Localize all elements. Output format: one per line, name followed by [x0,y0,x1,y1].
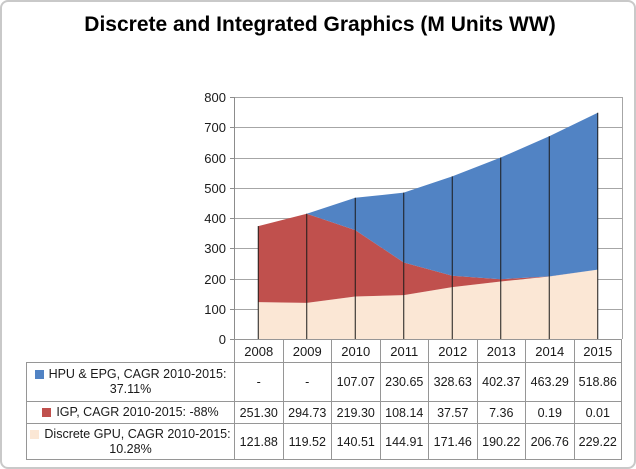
value-cell: 0.01 [573,401,622,423]
value-cell: 37.57 [428,401,477,423]
year-cell: 2008 [234,339,283,362]
value-cell: 119.52 [282,423,331,460]
y-axis-label: 800 [204,90,226,105]
value-cell: 140.51 [331,423,380,460]
value-cell: 190.22 [476,423,525,460]
value-cell: 402.37 [476,362,525,401]
y-axis-label: 200 [204,272,226,287]
value-cell: 108.14 [379,401,428,423]
value-cell: 463.29 [525,362,574,401]
year-cell: 2011 [379,339,428,362]
y-axis-label: 600 [204,151,226,166]
y-axis-label: 700 [204,120,226,135]
value-cell: 206.76 [525,423,574,460]
value-cell: 328.63 [428,362,477,401]
value-cell: - [282,362,331,401]
legend-cell: HPU & EPG, CAGR 2010-2015: 37.11% [26,362,234,401]
year-cell: 2013 [476,339,525,362]
value-cell: 251.30 [234,401,283,423]
legend-key-swatch [30,429,40,439]
legend-key-swatch [34,370,44,379]
y-axis-label: 0 [219,332,226,347]
chart-data-table: 2008 2009 2010 2011 2012 2013 2014 2015 HPU & EP… [26,339,622,460]
value-cell: 144.91 [379,423,428,460]
y-axis-label: 100 [204,302,226,317]
year-cell: 2014 [525,339,574,362]
legend-cell: IGP, CAGR 2010-2015: -88% [26,401,234,423]
value-cell: 107.07 [331,362,380,401]
y-axis-label: 400 [204,211,226,226]
value-cell: 219.30 [331,401,380,423]
year-cell: 2015 [573,339,622,362]
year-cell: 2012 [428,339,477,362]
value-cell: 518.86 [573,362,622,401]
legend-cell: Discrete GPU, CAGR 2010-2015: 10.28% [26,423,234,460]
legend-key-swatch [42,408,52,417]
table-corner-spacer [26,339,234,362]
value-cell: 121.88 [234,423,283,460]
year-cell: 2010 [331,339,380,362]
area-series [258,269,598,339]
value-cell: 0.19 [525,401,574,423]
y-axis-label: 500 [204,181,226,196]
value-cell: 171.46 [428,423,477,460]
value-cell: 229.22 [573,423,622,460]
value-cell: 294.73 [282,401,331,423]
chart-title: Discrete and Integrated Graphics (M Unit… [84,13,556,36]
value-cell: 7.36 [476,401,525,423]
y-axis-label: 300 [204,241,226,256]
area-series [258,213,598,303]
stacked-area-plot: 0 100 200 300 400 500 600 700 800 [204,90,623,347]
value-cell: - [234,362,283,401]
value-cell: 230.65 [379,362,428,401]
year-cell: 2009 [282,339,331,362]
area-series [258,112,598,280]
